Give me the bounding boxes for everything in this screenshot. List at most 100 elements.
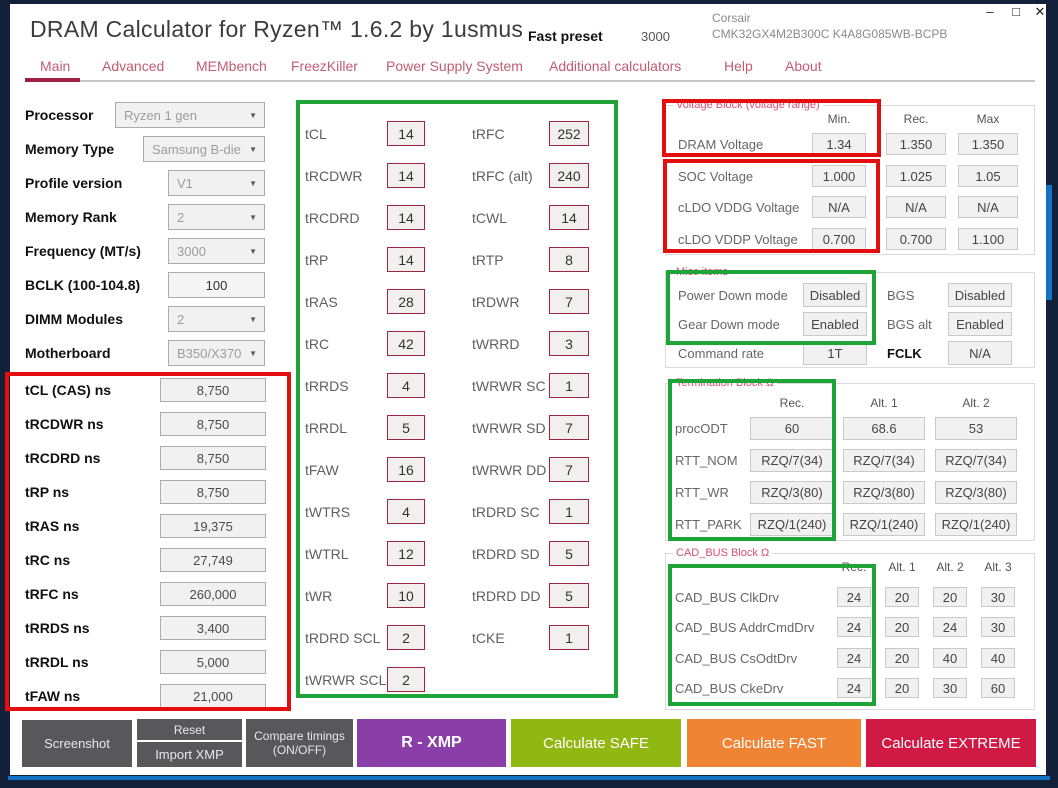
memory-type-select[interactable]: Samsung B-die ▼ (143, 136, 265, 162)
compare-timings-button[interactable]: Compare timings (ON/OFF) (246, 719, 353, 767)
frequency-select[interactable]: 3000 ▼ (168, 238, 265, 264)
close-icon[interactable]: ✕ (1034, 4, 1046, 19)
minimize-icon[interactable]: – (986, 4, 994, 19)
cad-bus-csodtdrv-alt1[interactable]: 20 (885, 648, 919, 668)
profile-version-select[interactable]: V1 ▼ (168, 170, 265, 196)
cad-bus-clkdrv-alt1[interactable]: 20 (885, 587, 919, 607)
trdrd-sd-value[interactable]: 5 (549, 541, 589, 566)
tab-advanced[interactable]: Advanced (102, 58, 165, 74)
calculate-fast-button[interactable]: Calculate FAST (687, 719, 861, 767)
cldo-vddg-voltage-min[interactable]: N/A (812, 196, 866, 218)
trcdwr-value[interactable]: 14 (387, 163, 425, 188)
calculate-safe-button[interactable]: Calculate SAFE (511, 719, 681, 767)
trp-value[interactable]: 14 (387, 247, 425, 272)
bgs-alt-value[interactable]: Enabled (948, 312, 1012, 336)
trrds-ns-value[interactable]: 3,400 (160, 616, 266, 640)
screenshot-button[interactable]: Screenshot (22, 720, 132, 767)
tfaw-value[interactable]: 16 (387, 457, 425, 482)
rtt-nom-alt2[interactable]: RZQ/7(34) (935, 449, 1017, 472)
processor-select[interactable]: Ryzen 1 gen ▼ (115, 102, 265, 128)
tcl-value[interactable]: 14 (387, 121, 425, 146)
trc-ns-value[interactable]: 27,749 (160, 548, 266, 572)
cad-bus-csodtdrv-rec[interactable]: 24 (837, 648, 871, 668)
maximize-icon[interactable]: □ (1012, 4, 1020, 19)
r-xmp-button[interactable]: R - XMP (357, 719, 506, 767)
cad-bus-csodtdrv-alt2[interactable]: 40 (933, 648, 967, 668)
cad-bus-ckedrv-alt2[interactable]: 30 (933, 678, 967, 698)
memory-rank-select[interactable]: 2 ▼ (168, 204, 265, 230)
cad-bus-addrcmddrv-alt2[interactable]: 24 (933, 617, 967, 637)
cad-bus-addrcmddrv-alt3[interactable]: 30 (981, 617, 1015, 637)
trfc-ns-value[interactable]: 260,000 (160, 582, 266, 606)
cldo-vddg-voltage-rec[interactable]: N/A (886, 196, 946, 218)
twrwr-scl-value[interactable]: 2 (387, 667, 425, 692)
command-rate-value[interactable]: 1T (803, 341, 867, 365)
rtt-nom-alt1[interactable]: RZQ/7(34) (843, 449, 925, 472)
cad-bus-addrcmddrv-alt1[interactable]: 20 (885, 617, 919, 637)
trdrd-sc-value[interactable]: 1 (549, 499, 589, 524)
cldo-vddp-voltage-max[interactable]: 1.100 (958, 228, 1018, 250)
tras-ns-value[interactable]: 19,375 (160, 514, 266, 538)
cad-bus-addrcmddrv-rec[interactable]: 24 (837, 617, 871, 637)
dram-voltage-max[interactable]: 1.350 (958, 133, 1018, 155)
calculate-extreme-button[interactable]: Calculate EXTREME (866, 719, 1036, 767)
trdrd-scl-value[interactable]: 2 (387, 625, 425, 650)
trfc-alt-value[interactable]: 240 (549, 163, 589, 188)
power-down-mode-value[interactable]: Disabled (803, 283, 867, 307)
trcdrd-value[interactable]: 14 (387, 205, 425, 230)
trcdrd-ns-value[interactable]: 8,750 (160, 446, 266, 470)
tab-power-supply-system[interactable]: Power Supply System (386, 58, 523, 74)
rtt-park-alt2[interactable]: RZQ/1(240) (935, 513, 1017, 536)
cad-bus-clkdrv-alt3[interactable]: 30 (981, 587, 1015, 607)
trcdwr-ns-value[interactable]: 8,750 (160, 412, 266, 436)
bgs-value[interactable]: Disabled (948, 283, 1012, 307)
import-xmp-button[interactable]: Import XMP (137, 742, 242, 767)
tcke-value[interactable]: 1 (549, 625, 589, 650)
cad-bus-ckedrv-alt3[interactable]: 60 (981, 678, 1015, 698)
soc-voltage-max[interactable]: 1.05 (958, 165, 1018, 187)
rtt-nom-rec[interactable]: RZQ/7(34) (750, 449, 834, 472)
cldo-vddg-voltage-max[interactable]: N/A (958, 196, 1018, 218)
cldo-vddp-voltage-rec[interactable]: 0.700 (886, 228, 946, 250)
rtt-park-rec[interactable]: RZQ/1(240) (750, 513, 834, 536)
twtrl-value[interactable]: 12 (387, 541, 425, 566)
gear-down-mode-value[interactable]: Enabled (803, 312, 867, 336)
tfaw-ns-value[interactable]: 21,000 (160, 684, 266, 708)
tab-freezkiller[interactable]: FreezKiller (291, 58, 358, 74)
trfc-value[interactable]: 252 (549, 121, 589, 146)
twrwr-dd-value[interactable]: 7 (549, 457, 589, 482)
soc-voltage-rec[interactable]: 1.025 (886, 165, 946, 187)
trtp-value[interactable]: 8 (549, 247, 589, 272)
trc-value[interactable]: 42 (387, 331, 425, 356)
cad-bus-csodtdrv-alt3[interactable]: 40 (981, 648, 1015, 668)
motherboard-select[interactable]: B350/X370 ▼ (168, 340, 265, 366)
cad-bus-ckedrv-rec[interactable]: 24 (837, 678, 871, 698)
twtrs-value[interactable]: 4 (387, 499, 425, 524)
tab-help[interactable]: Help (724, 58, 753, 74)
bclk-input[interactable]: 100 (168, 272, 265, 298)
trp-ns-value[interactable]: 8,750 (160, 480, 266, 504)
cad-bus-clkdrv-alt2[interactable]: 20 (933, 587, 967, 607)
dram-voltage-min[interactable]: 1.34 (812, 133, 866, 155)
rtt-wr-rec[interactable]: RZQ/3(80) (750, 481, 834, 504)
soc-voltage-min[interactable]: 1.000 (812, 165, 866, 187)
rtt-park-alt1[interactable]: RZQ/1(240) (843, 513, 925, 536)
procodt-rec[interactable]: 60 (750, 417, 834, 440)
rtt-wr-alt1[interactable]: RZQ/3(80) (843, 481, 925, 504)
tab-main[interactable]: Main (40, 58, 71, 74)
procodt-alt2[interactable]: 53 (935, 417, 1017, 440)
trrdl-value[interactable]: 5 (387, 415, 425, 440)
tras-value[interactable]: 28 (387, 289, 425, 314)
tab-additional-calculators[interactable]: Additional calculators (549, 58, 682, 74)
fclk-value[interactable]: N/A (948, 341, 1012, 365)
twr-value[interactable]: 10 (387, 583, 425, 608)
trrds-value[interactable]: 4 (387, 373, 425, 398)
tcl-cas-ns-value[interactable]: 8,750 (160, 378, 266, 402)
trrdl-ns-value[interactable]: 5,000 (160, 650, 266, 674)
twrrd-value[interactable]: 3 (549, 331, 589, 356)
rtt-wr-alt2[interactable]: RZQ/3(80) (935, 481, 1017, 504)
twrwr-sd-value[interactable]: 7 (549, 415, 589, 440)
cad-bus-clkdrv-rec[interactable]: 24 (837, 587, 871, 607)
dram-voltage-rec[interactable]: 1.350 (886, 133, 946, 155)
tcwl-value[interactable]: 14 (549, 205, 589, 230)
